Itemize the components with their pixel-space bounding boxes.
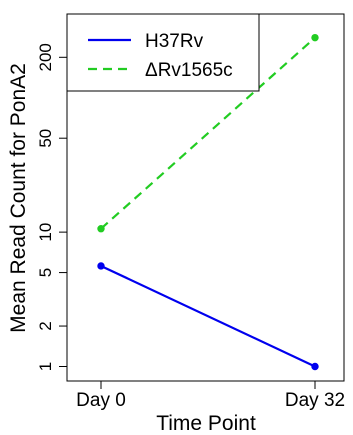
series-layer [97,33,319,371]
series-line-0 [100,264,316,368]
y-tick-label: 2 [36,321,55,330]
series-line-1 [100,36,316,230]
x-tick-label: Day 0 [76,390,126,411]
y-tick-label: 50 [36,129,55,148]
x-tick-label: Day 32 [285,390,345,411]
series-1-point-0 [97,225,105,233]
series-0-point-1 [311,362,319,371]
legend: H37Rv ΔRv1565c [66,13,260,92]
x-axis-label: Time Point [156,412,256,435]
y-axis-label: Mean Read Count for PonA2 [7,63,30,333]
series-1-point-1 [311,33,319,42]
y-tick-label: 1 [36,362,55,371]
series-0-point-0 [97,262,105,270]
y-tick-label: 5 [36,268,55,277]
y-tick-label: 200 [36,43,55,71]
y-axis: 1 2 5 10 50 200 [36,43,67,371]
x-axis: Day 0 Day 32 [76,381,345,411]
legend-entry-1: ΔRv1565c [145,60,233,81]
y-tick-label: 10 [36,223,55,242]
legend-box [66,13,260,92]
legend-entry-0: H37Rv [145,31,204,52]
